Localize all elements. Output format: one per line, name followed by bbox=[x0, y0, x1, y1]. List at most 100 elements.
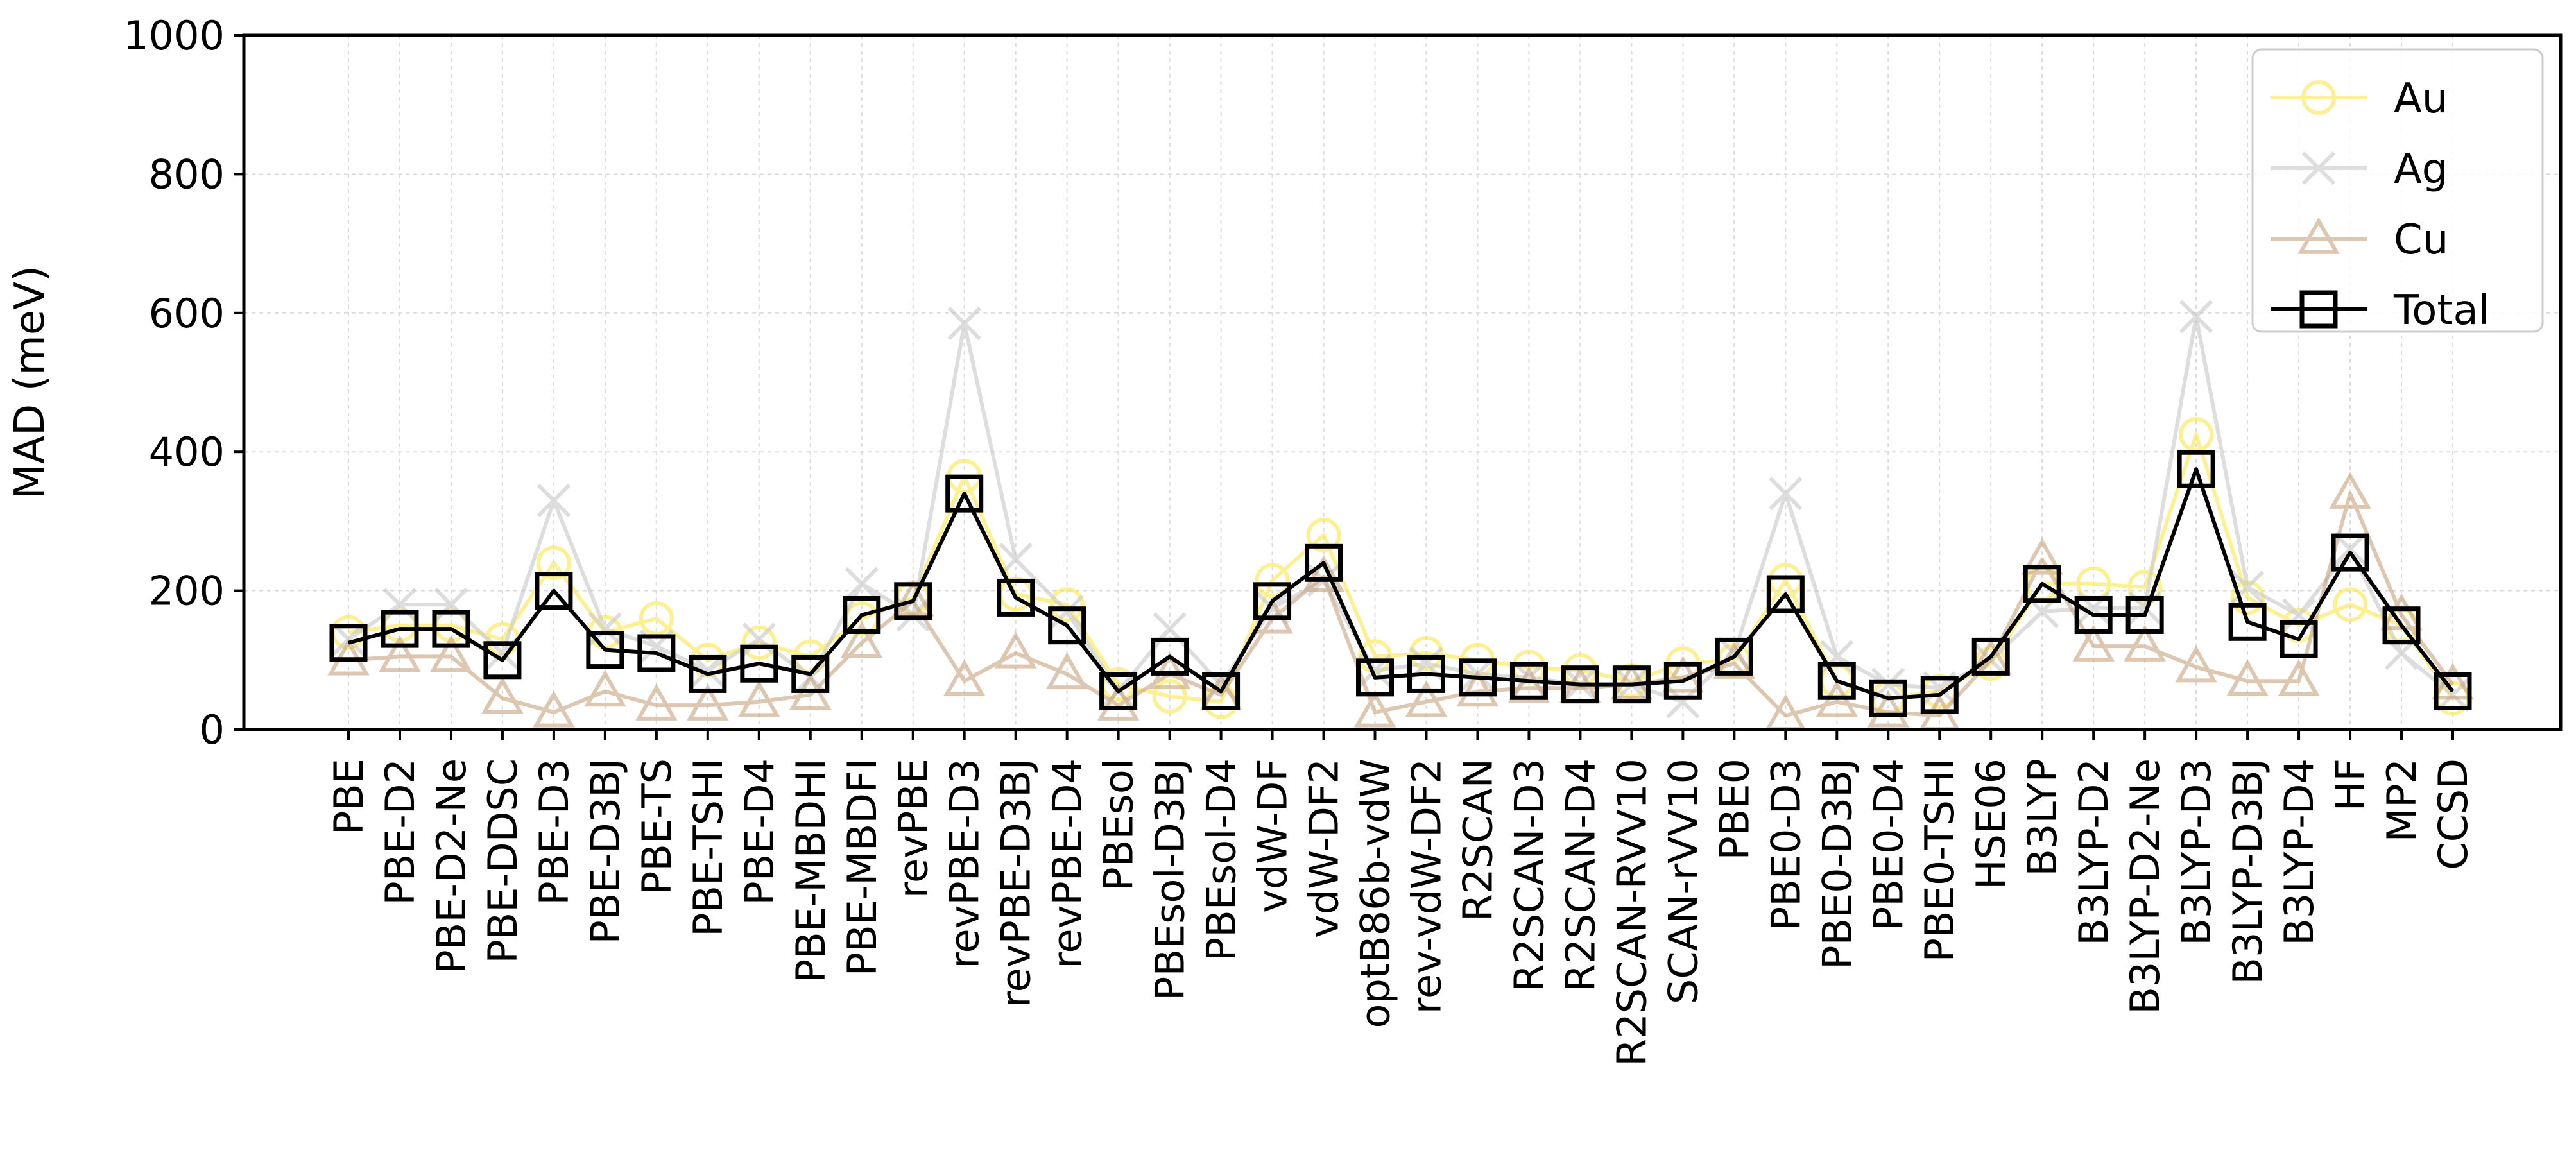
x-tick-label: PBE-D2 bbox=[377, 758, 424, 905]
x-tick-label: vdW-DF2 bbox=[1301, 758, 1348, 938]
x-tick-label: PBE-D2-Ne bbox=[428, 758, 475, 974]
data-point-total bbox=[1920, 676, 1959, 714]
data-point-ag bbox=[742, 622, 776, 656]
x-tick-label: PBE0-D3 bbox=[1762, 758, 1809, 930]
y-tick-label: 200 bbox=[149, 568, 225, 615]
data-point-total bbox=[791, 654, 830, 693]
x-axis: PBE PBE-D2 PBE-D2-Ne PBE-DDSC PBE-D3 PBE-D3BJ… bbox=[325, 730, 2477, 1066]
x-tick-label: PBE0 bbox=[1711, 758, 1758, 860]
data-point-total bbox=[329, 624, 368, 662]
data-point-ag bbox=[2333, 532, 2367, 566]
data-point-total bbox=[432, 610, 470, 648]
legend-label: Au bbox=[2394, 75, 2448, 123]
data-point-total bbox=[1869, 679, 1907, 717]
data-point-ag bbox=[434, 588, 468, 622]
data-point-total bbox=[843, 595, 881, 634]
x-tick-label: HF bbox=[2327, 758, 2374, 811]
x-tick-label: R2SCAN-D3 bbox=[1506, 758, 1552, 992]
data-point-ag bbox=[382, 588, 417, 622]
legend-item-ag bbox=[2271, 151, 2367, 185]
data-point-total bbox=[2331, 533, 2369, 572]
data-point-cu bbox=[1456, 669, 1499, 707]
x-tick-label: PBE0-D3BJ bbox=[1814, 758, 1860, 970]
x-tick-label: PBE-D4 bbox=[736, 758, 783, 905]
x-tick-label: PBE bbox=[325, 758, 372, 835]
data-point-cu bbox=[687, 683, 729, 721]
data-point-cu bbox=[2278, 659, 2320, 696]
data-point-total bbox=[945, 474, 984, 513]
x-tick-label: B3LYP-D4 bbox=[2276, 758, 2323, 946]
data-point-total bbox=[1663, 662, 1702, 700]
series-line-total bbox=[348, 467, 2455, 701]
data-point-total bbox=[1048, 606, 1086, 645]
data-point-au bbox=[2179, 417, 2214, 452]
data-point-total bbox=[1509, 662, 1548, 700]
data-point-total bbox=[1305, 543, 1343, 582]
data-point-au bbox=[1255, 563, 1290, 598]
y-tick-label: 600 bbox=[149, 290, 225, 337]
data-point-cu bbox=[1507, 666, 1550, 703]
legend: Au Ag Cu Total bbox=[2251, 48, 2544, 334]
data-point-ag bbox=[845, 567, 879, 601]
x-tick-label: PBEsol-D3BJ bbox=[1147, 758, 1194, 1000]
x-tick-label: PBE-TSHI bbox=[685, 758, 732, 937]
data-point-au bbox=[2333, 587, 2368, 622]
data-point-total bbox=[535, 572, 573, 610]
data-point-cu bbox=[2226, 659, 2269, 696]
data-point-cu bbox=[1097, 683, 1140, 721]
data-point-total bbox=[1971, 637, 2010, 676]
data-point-au bbox=[1409, 635, 1444, 671]
y-tick-label: 0 bbox=[200, 706, 225, 753]
data-point-cu bbox=[533, 690, 575, 728]
x-tick-label: vdW-DF bbox=[1249, 758, 1296, 913]
x-tick-label: R2SCAN bbox=[1454, 758, 1501, 921]
data-point-au bbox=[639, 601, 674, 636]
data-point-cu bbox=[1302, 555, 1345, 592]
data-point-ag bbox=[2230, 570, 2265, 604]
data-point-total bbox=[1099, 672, 1138, 710]
data-point-total bbox=[637, 634, 676, 672]
legend-marker bbox=[2299, 290, 2338, 329]
data-point-total bbox=[1766, 575, 1805, 613]
x-tick-label: PBE-D3BJ bbox=[582, 758, 629, 944]
x-tick-label: optB86b-vdW bbox=[1352, 758, 1399, 1028]
legend-marker bbox=[2301, 151, 2336, 185]
legend-box bbox=[2251, 48, 2544, 333]
data-point-total bbox=[689, 654, 727, 693]
data-point-cu bbox=[2072, 624, 2115, 662]
x-tick-label: PBE-TS bbox=[633, 758, 680, 895]
y-axis-label: MAD (meV) bbox=[6, 266, 54, 499]
data-point-total bbox=[997, 578, 1035, 617]
legend-label: Ag bbox=[2394, 146, 2448, 193]
x-tick-label: revPBE-D3 bbox=[941, 758, 988, 969]
data-point-ag bbox=[2179, 300, 2213, 334]
data-point-total bbox=[2382, 606, 2421, 645]
legend-item-au bbox=[2271, 80, 2367, 115]
plot-frame bbox=[242, 33, 2563, 732]
data-point-cu bbox=[584, 669, 626, 707]
data-point-cu bbox=[481, 676, 524, 714]
data-point-cu bbox=[1045, 652, 1088, 690]
series-line-ag bbox=[347, 314, 2454, 704]
data-point-cu bbox=[2329, 472, 2371, 509]
data-point-total bbox=[2228, 603, 2267, 641]
legend-marker bbox=[2301, 80, 2336, 115]
data-point-total bbox=[381, 610, 419, 648]
x-tick-label: R2SCAN-RVV10 bbox=[1608, 758, 1655, 1066]
data-point-total bbox=[1202, 672, 1241, 710]
data-point-total bbox=[1715, 637, 1753, 676]
data-point-cu bbox=[1405, 680, 1448, 717]
x-tick-label: MP2 bbox=[2378, 758, 2425, 842]
legend-item-total bbox=[2271, 290, 2367, 329]
data-point-total bbox=[2177, 450, 2215, 488]
data-point-ag bbox=[691, 653, 725, 688]
x-tick-label: PBE0-TSHI bbox=[1916, 758, 1963, 962]
legend-label: Total bbox=[2393, 287, 2489, 334]
data-point-total bbox=[740, 644, 778, 683]
legend-marker bbox=[2297, 217, 2340, 254]
data-point-total bbox=[1817, 662, 1856, 700]
data-point-ag bbox=[537, 483, 571, 518]
x-tick-label: B3LYP-D2-Ne bbox=[2122, 758, 2168, 1014]
data-point-cu bbox=[891, 579, 934, 617]
